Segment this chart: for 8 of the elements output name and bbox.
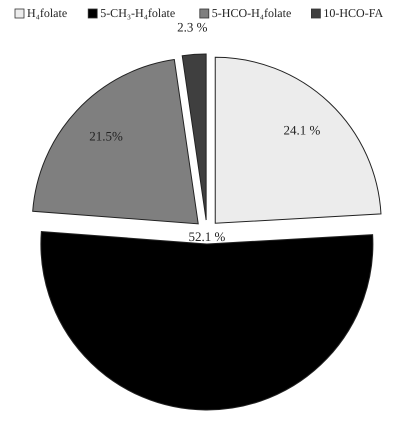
legend-label: 5-CH₃-H₄folate — [100, 6, 176, 20]
legend-label: 10-HCO-FA — [323, 6, 384, 20]
data-label: 2.3 % — [177, 20, 208, 35]
data-label: 52.1 % — [188, 228, 226, 244]
data-label: 21.5% — [89, 128, 123, 144]
legend-label: 5-HCO-H₄folate — [212, 6, 292, 20]
legend-label: H₄folate — [27, 6, 68, 20]
data-label: 24.1 % — [283, 122, 320, 138]
